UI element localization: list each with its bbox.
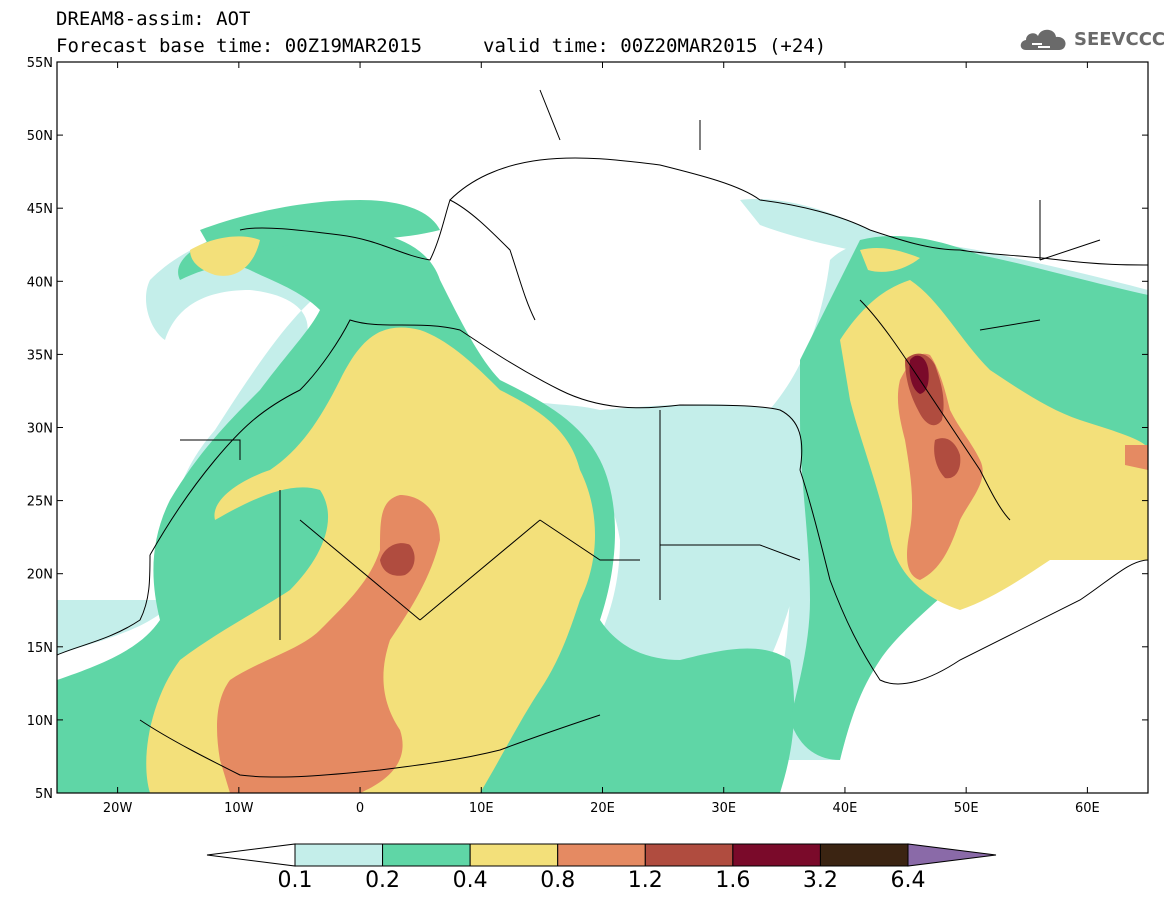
lat-tick-label: 35N <box>27 348 53 363</box>
coastlines <box>57 89 1148 778</box>
colorbar-label: 0.4 <box>452 868 488 893</box>
latitude-axis: 55N 50N 45N 40N 35N 30N 25N 20N 15N 10N 5N <box>27 56 1148 802</box>
lat-tick-label: 55N <box>27 56 53 71</box>
colorbar-label: 0.1 <box>277 868 313 893</box>
chart-title: DREAM8-assim: AOT <box>56 8 251 30</box>
seevccc-logo: SEEVCCC <box>1018 24 1165 54</box>
colorbar-segment <box>294 843 384 867</box>
lat-tick-label: 30N <box>27 422 53 437</box>
lon-tick-label: 0 <box>356 801 364 816</box>
aot-field <box>57 199 1148 793</box>
colorbar-label: 0.2 <box>365 868 401 893</box>
colorbar-segment <box>644 843 734 867</box>
lat-tick-label: 5N <box>35 787 53 802</box>
lon-tick-label: 20E <box>590 801 615 816</box>
cloud-logo-icon <box>1020 29 1066 50</box>
lat-tick-label: 20N <box>27 568 53 583</box>
colorbar-segment <box>557 843 646 867</box>
lon-tick-label: 50E <box>954 801 979 816</box>
colorbar-min-triangle <box>206 843 296 867</box>
logo-text: SEEVCCC <box>1074 28 1165 50</box>
lon-tick-label: 60E <box>1075 801 1100 816</box>
lat-tick-label: 15N <box>27 641 53 656</box>
lon-tick-label: 10W <box>224 801 254 816</box>
lat-tick-label: 10N <box>27 714 53 729</box>
lat-tick-label: 40N <box>27 275 53 290</box>
lon-tick-label: 20W <box>103 801 133 816</box>
colorbar-label: 3.2 <box>802 868 838 893</box>
lon-tick-label: 40E <box>833 801 858 816</box>
colorbar-segment <box>732 843 821 867</box>
colorbar-label: 0.8 <box>540 868 576 893</box>
colorbar <box>206 843 997 867</box>
colorbar-segment <box>382 843 471 867</box>
colorbar-segment <box>819 843 909 867</box>
colorbar-label: 6.4 <box>890 868 926 893</box>
colorbar-max-triangle <box>907 843 997 867</box>
lon-tick-label: 30E <box>711 801 736 816</box>
colorbar-label: 1.6 <box>715 868 751 893</box>
lat-tick-label: 50N <box>27 129 53 144</box>
colorbar-segment <box>469 843 559 867</box>
lat-tick-label: 25N <box>27 495 53 510</box>
colorbar-label: 1.2 <box>627 868 663 893</box>
valid-time: valid time: 00Z20MAR2015 (+24) <box>483 35 827 57</box>
longitude-axis: 20W 10W 0 10E 20E 30E 40E 50E 60E <box>103 62 1100 816</box>
lon-tick-label: 10E <box>469 801 494 816</box>
lat-tick-label: 45N <box>27 202 53 217</box>
forecast-base-time: Forecast base time: 00Z19MAR2015 <box>56 35 423 57</box>
